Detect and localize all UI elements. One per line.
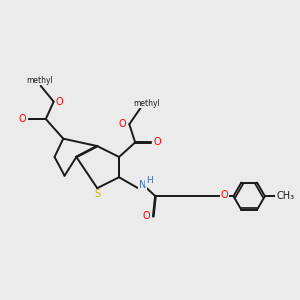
Text: O: O [18,114,26,124]
Text: CH₃: CH₃ [276,191,294,201]
Text: N: N [139,180,146,190]
Text: O: O [56,97,64,106]
Text: S: S [94,189,100,199]
Text: O: O [143,212,151,221]
Text: O: O [154,137,161,147]
Text: O: O [119,119,127,129]
Text: methyl: methyl [133,99,160,108]
Text: O: O [221,190,228,200]
Text: methyl: methyl [26,76,53,85]
Text: H: H [146,176,153,185]
